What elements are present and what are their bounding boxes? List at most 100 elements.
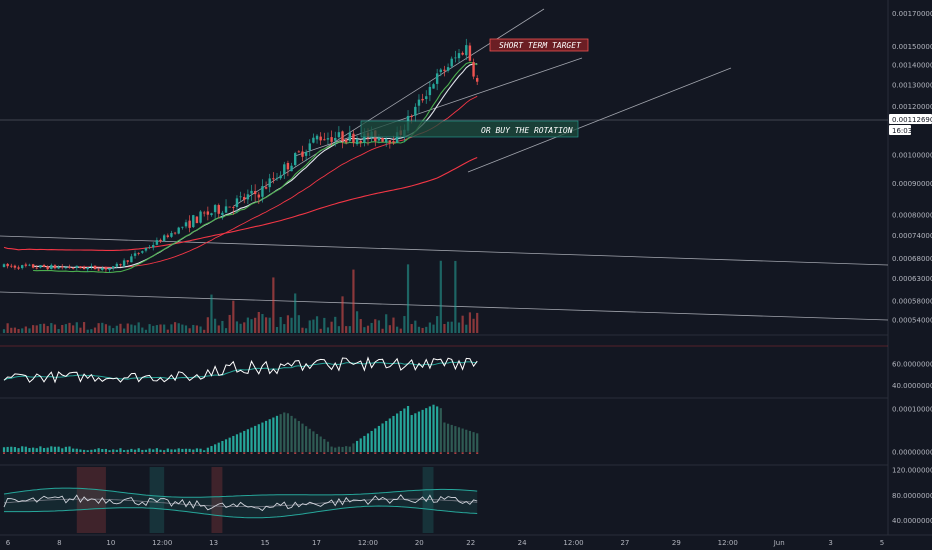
histogram-bar — [312, 431, 315, 452]
volume-bar — [363, 327, 366, 333]
histogram-bar — [2, 447, 6, 452]
histogram-zero-tick — [439, 452, 442, 454]
histogram-bar — [13, 447, 17, 452]
candle-body — [39, 265, 42, 268]
volume-bar — [173, 322, 177, 333]
histogram-bar — [93, 449, 97, 452]
time-tick-label: 12:00 — [358, 539, 378, 547]
histogram-zero-tick — [396, 452, 399, 454]
oscillator-1-lines — [3, 356, 478, 384]
candle-body — [195, 216, 199, 224]
histogram-bar — [257, 424, 260, 452]
candle-body — [46, 266, 49, 270]
candle-body — [119, 264, 122, 266]
histogram-bar — [286, 413, 290, 452]
price-tick-label: 0.00140000 — [892, 62, 932, 70]
price-axis[interactable]: 0.00170000 0.00150000 0.00140000 0.00130000… — [892, 10, 932, 525]
histogram-bar — [421, 409, 424, 452]
long-resistance-line — [0, 235, 889, 266]
candle-body — [90, 266, 93, 267]
candle-body — [472, 62, 475, 77]
histogram-bar — [264, 420, 268, 452]
histogram-bar — [126, 449, 129, 452]
histogram-zero-tick — [294, 452, 297, 454]
band-tick-label: 40.00000000 — [892, 517, 932, 525]
volume-bar — [308, 320, 311, 333]
histogram-zero-tick — [352, 452, 355, 454]
histogram-zero-tick — [272, 452, 275, 454]
candle-body — [355, 139, 359, 145]
candlestick-series — [2, 38, 479, 273]
price-tick-label: 0.00090000 — [892, 180, 932, 188]
histogram-bar — [6, 446, 9, 452]
histogram-zero-tick — [134, 452, 137, 454]
histogram-bar — [24, 446, 27, 452]
histogram-zero-tick — [185, 452, 187, 454]
volume-bar — [104, 324, 108, 333]
volume-bar — [388, 325, 391, 333]
histogram-zero-tick — [170, 452, 173, 454]
volume-bar — [323, 317, 326, 333]
candle-body — [465, 45, 468, 56]
short-term-target-annotation[interactable]: SHORT TERM TARGET — [489, 38, 589, 52]
histogram-zero-tick — [61, 452, 64, 454]
candle-body — [115, 263, 119, 267]
histogram-bar — [192, 449, 195, 452]
histogram-bar — [454, 426, 457, 452]
candle-body — [363, 133, 366, 143]
histogram-bar — [184, 448, 188, 452]
band-highlight-zone — [149, 467, 165, 533]
histogram-bar — [133, 449, 137, 452]
volume-bar — [439, 260, 442, 333]
volume-bar — [166, 329, 169, 333]
volume-bar — [283, 324, 286, 333]
volume-bar — [184, 325, 188, 333]
volume-bar — [319, 328, 322, 333]
candle-body — [290, 165, 293, 172]
volume-bar — [301, 327, 304, 333]
histogram-bar — [206, 447, 209, 452]
histogram-bar — [21, 446, 24, 452]
histogram-zero-tick — [367, 452, 369, 454]
histogram-bar — [396, 413, 399, 452]
histogram-zero-tick — [461, 452, 464, 454]
volume-bar — [57, 329, 60, 333]
candle-body — [93, 265, 97, 270]
histogram-bar — [115, 449, 118, 452]
candle-body — [253, 191, 257, 195]
histogram-bar — [163, 450, 166, 452]
candle-body — [21, 265, 24, 269]
time-tick-label: 27 — [620, 539, 629, 547]
buy-the-rotation-annotation[interactable]: OR BUY THE ROTATION — [360, 120, 579, 138]
time-tick-label: 24 — [518, 539, 527, 547]
histogram-zero-tick — [345, 452, 348, 454]
histogram-bar — [101, 448, 104, 452]
candle-body — [323, 139, 326, 141]
candle-body — [410, 116, 413, 118]
time-tick-label: 12:00 — [563, 539, 583, 547]
histogram-bar — [406, 405, 410, 452]
candle-body — [432, 84, 435, 89]
candle-body — [232, 207, 235, 209]
candle-body — [42, 265, 46, 267]
candle-body — [86, 267, 89, 270]
candle-body — [417, 99, 421, 106]
time-axis[interactable]: 6 8 10 12:00 13 15 17 12:00 20 22 24 12:00 27 29 12:00… — [6, 539, 884, 547]
volume-bar — [115, 325, 118, 333]
volume-bar — [337, 326, 340, 333]
histogram-bar — [195, 448, 199, 452]
histogram-bar — [39, 446, 42, 452]
volume-bar — [454, 260, 457, 333]
volume-bar — [406, 264, 410, 333]
volume-bar — [75, 322, 78, 333]
candle-body — [192, 215, 195, 228]
histogram-bar — [279, 414, 282, 452]
histogram-zero-tick — [301, 452, 304, 454]
candle-body — [71, 267, 75, 269]
histogram-bar — [243, 430, 246, 452]
time-tick-label: 8 — [57, 539, 61, 547]
last-price-tag-bg — [889, 114, 932, 124]
volume-bar — [235, 321, 239, 333]
histogram-bar — [17, 448, 20, 452]
